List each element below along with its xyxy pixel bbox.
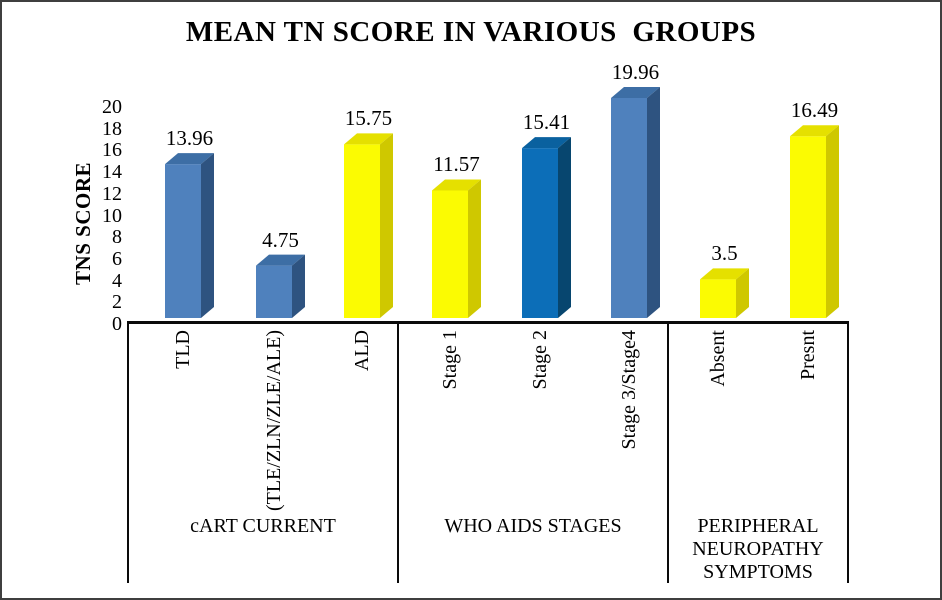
bar-top-7 — [790, 125, 839, 137]
bar-value-label: 15.41 — [522, 110, 571, 135]
bar-side-7 — [826, 125, 839, 318]
category-label: ALD — [351, 330, 373, 372]
bar-side-3 — [468, 179, 481, 318]
y-tick-label: 2 — [112, 291, 122, 314]
bar-top-0 — [165, 153, 214, 165]
bar-top-1 — [256, 254, 305, 266]
group-label: cART CURRENT — [190, 515, 336, 537]
chart-title: MEAN TN SCORE IN VARIOUS GROUPS — [185, 16, 757, 48]
y-tick-label: 6 — [112, 247, 122, 270]
y-tick-label: 14 — [102, 161, 122, 184]
bar-side-5 — [647, 87, 660, 318]
category-box-divider — [667, 321, 669, 583]
category-label: Stage 2 — [529, 330, 551, 390]
category-label: TLD — [172, 330, 194, 369]
category-label: Stage 3/Stage4 — [618, 330, 640, 450]
y-tick-label: 10 — [102, 204, 122, 227]
category-box-divider — [847, 321, 849, 583]
bar-front-3 — [432, 190, 468, 318]
bar-front-6 — [700, 279, 736, 318]
category-label: Absent — [707, 330, 729, 387]
bar-value-label: 19.96 — [611, 60, 660, 85]
bar-value-label: 3.5 — [711, 241, 738, 266]
bar-front-5 — [611, 98, 647, 318]
bar-front-2 — [344, 144, 380, 318]
bar-top-2 — [344, 133, 393, 145]
bar-value-label: 13.96 — [165, 126, 214, 151]
group-label: PERIPHERAL NEUROPATHY SYMPTOMS — [692, 515, 824, 583]
bar-value-label: 11.57 — [433, 152, 480, 177]
category-box-divider — [397, 321, 399, 583]
bar-value-label: 16.49 — [790, 98, 839, 123]
bar-front-4 — [522, 148, 558, 318]
bar-top-5 — [611, 87, 660, 99]
bar-top-6 — [700, 268, 749, 280]
bar-side-2 — [380, 133, 393, 318]
y-tick-label: 18 — [102, 117, 122, 140]
bar-side-0 — [201, 153, 214, 318]
y-tick-label: 4 — [112, 269, 122, 292]
y-tick-label: 0 — [112, 313, 122, 335]
bar-side-1 — [292, 254, 305, 318]
y-tick-label: 8 — [112, 226, 122, 249]
bar-front-1 — [256, 265, 292, 318]
bar-top-4 — [522, 137, 571, 149]
bar-top-3 — [432, 179, 481, 191]
bar-value-label: 4.75 — [262, 227, 299, 252]
bar-side-4 — [558, 137, 571, 318]
y-tick-label: 16 — [102, 139, 122, 162]
x-axis-line — [128, 321, 848, 324]
category-box-divider — [127, 321, 129, 583]
y-tick-label: 12 — [102, 182, 122, 205]
bar-front-0 — [165, 164, 201, 318]
bar-front-7 — [790, 136, 826, 318]
bar-value-label: 15.75 — [344, 106, 393, 131]
bar-side-6 — [736, 268, 749, 318]
category-label: (TLE/ZLN/ZLE/ALE) — [263, 330, 285, 512]
y-tick-label: 20 — [102, 96, 122, 118]
category-label: Stage 1 — [439, 330, 461, 390]
group-label: WHO AIDS STAGES — [444, 515, 622, 537]
category-label: Presnt — [797, 330, 819, 380]
